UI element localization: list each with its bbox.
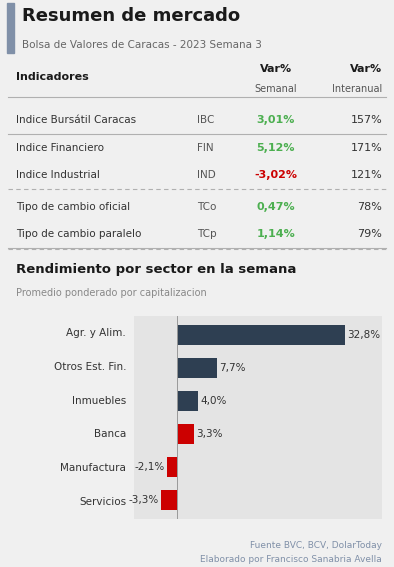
Text: Semanal: Semanal bbox=[255, 83, 297, 94]
Text: Promedio ponderado por capitalizacion: Promedio ponderado por capitalizacion bbox=[16, 288, 206, 298]
Text: 32,8%: 32,8% bbox=[348, 331, 381, 340]
Text: Var%: Var% bbox=[260, 64, 292, 74]
Text: IBC: IBC bbox=[197, 115, 214, 125]
Text: Tipo de cambio paralelo: Tipo de cambio paralelo bbox=[16, 229, 141, 239]
Text: 79%: 79% bbox=[357, 229, 382, 239]
Text: Indicadores: Indicadores bbox=[16, 72, 89, 82]
Bar bbox=[161, 490, 177, 510]
Text: Agr. y Alim.: Agr. y Alim. bbox=[66, 328, 126, 338]
Bar bbox=[7, 3, 14, 53]
Bar bbox=[167, 457, 177, 477]
Text: 121%: 121% bbox=[350, 170, 382, 180]
Text: Elaborado por Francisco Sanabria Avella: Elaborado por Francisco Sanabria Avella bbox=[201, 555, 382, 564]
Text: 78%: 78% bbox=[357, 202, 382, 211]
Text: TCo: TCo bbox=[197, 202, 216, 211]
Text: Var%: Var% bbox=[350, 64, 382, 74]
Text: 4,0%: 4,0% bbox=[200, 396, 227, 406]
Text: Otros Est. Fin.: Otros Est. Fin. bbox=[54, 362, 126, 372]
Text: 157%: 157% bbox=[350, 115, 382, 125]
Text: Manufactura: Manufactura bbox=[60, 463, 126, 473]
Text: Indice Industrial: Indice Industrial bbox=[16, 170, 100, 180]
Text: Banca: Banca bbox=[94, 429, 126, 439]
Text: IND: IND bbox=[197, 170, 216, 180]
Text: Servicios: Servicios bbox=[79, 497, 126, 507]
Text: 3,01%: 3,01% bbox=[256, 115, 295, 125]
Text: TCp: TCp bbox=[197, 229, 217, 239]
Text: Rendimiento por sector en la semana: Rendimiento por sector en la semana bbox=[16, 263, 296, 276]
Bar bbox=[177, 391, 198, 411]
Text: 7,7%: 7,7% bbox=[219, 363, 245, 373]
Text: Resumen de mercado: Resumen de mercado bbox=[22, 7, 240, 26]
Text: Interanual: Interanual bbox=[332, 83, 382, 94]
Text: Indice Bursátil Caracas: Indice Bursátil Caracas bbox=[16, 115, 136, 125]
Text: 3,3%: 3,3% bbox=[196, 429, 223, 439]
Text: -3,02%: -3,02% bbox=[254, 170, 297, 180]
Text: 171%: 171% bbox=[350, 143, 382, 153]
Bar bbox=[177, 325, 345, 345]
Bar bbox=[177, 358, 217, 378]
Text: Inmuebles: Inmuebles bbox=[72, 396, 126, 405]
Bar bbox=[177, 424, 194, 444]
Text: Bolsa de Valores de Caracas - 2023 Semana 3: Bolsa de Valores de Caracas - 2023 Seman… bbox=[22, 40, 262, 50]
Text: 0,47%: 0,47% bbox=[256, 202, 295, 211]
Text: Tipo de cambio oficial: Tipo de cambio oficial bbox=[16, 202, 130, 211]
Text: 5,12%: 5,12% bbox=[256, 143, 295, 153]
Text: Fuente BVC, BCV, DolarToday: Fuente BVC, BCV, DolarToday bbox=[250, 541, 382, 550]
Text: Indice Financiero: Indice Financiero bbox=[16, 143, 104, 153]
Text: -3,3%: -3,3% bbox=[128, 495, 158, 505]
Text: -2,1%: -2,1% bbox=[134, 462, 165, 472]
Text: 1,14%: 1,14% bbox=[256, 229, 295, 239]
Text: FIN: FIN bbox=[197, 143, 214, 153]
